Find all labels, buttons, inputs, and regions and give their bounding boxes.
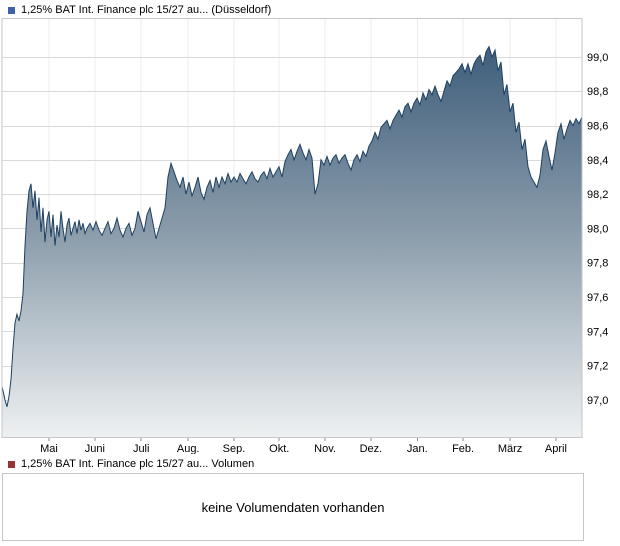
x-tick-label: Aug. [177,443,200,454]
plot-border [1,18,583,438]
price-area [2,46,582,438]
y-tick-label: 98,6 [587,121,608,133]
volume-legend-row: 1,25% BAT Int. Finance plc 15/27 au... V… [0,454,620,472]
x-tick-label: Mai [40,443,58,454]
y-tick-label: 97,8 [587,258,608,270]
x-tick-label: Jan. [407,443,428,454]
y-tick-label: 97,6 [587,292,608,304]
price-legend-row: 1,25% BAT Int. Finance plc 15/27 au... (… [0,0,620,18]
price-legend-label: 1,25% BAT Int. Finance plc 15/27 au... (… [21,4,272,16]
y-tick-label: 97,4 [587,326,608,338]
y-tick-label: 97,0 [587,395,608,407]
y-tick-label: 98,0 [587,223,608,235]
volume-series-color-icon [8,460,15,468]
x-tick-label: Feb. [452,443,474,454]
volume-legend-label: 1,25% BAT Int. Finance plc 15/27 au... V… [21,458,255,470]
y-tick-label: 98,4 [587,155,608,167]
y-tick-label: 98,2 [587,189,608,201]
x-tick-label: Okt. [269,443,289,454]
volume-empty-message: keine Volumendaten vorhanden [201,499,385,515]
x-tick-label: Dez. [360,443,383,454]
volume-panel: keine Volumendaten vorhanden [2,473,584,541]
x-tick-label: März [498,443,522,454]
y-tick-label: 97,2 [587,361,608,373]
y-tick-label: 98,8 [587,86,608,98]
x-tick-label: Sep. [223,443,246,454]
y-tick-label: 99,0 [587,52,608,64]
price-chart[interactable]: Mai Juni Juli Aug. Sep. Okt. Nov. Dez. Jan. Feb. M… [0,18,620,454]
x-tick-label: Juli [133,443,150,454]
x-tick-label: Nov. [314,443,336,454]
price-line [1,45,583,407]
x-tick-label: April [545,443,567,454]
price-series-color-icon [8,6,15,14]
x-tick-label: Juni [85,443,105,454]
